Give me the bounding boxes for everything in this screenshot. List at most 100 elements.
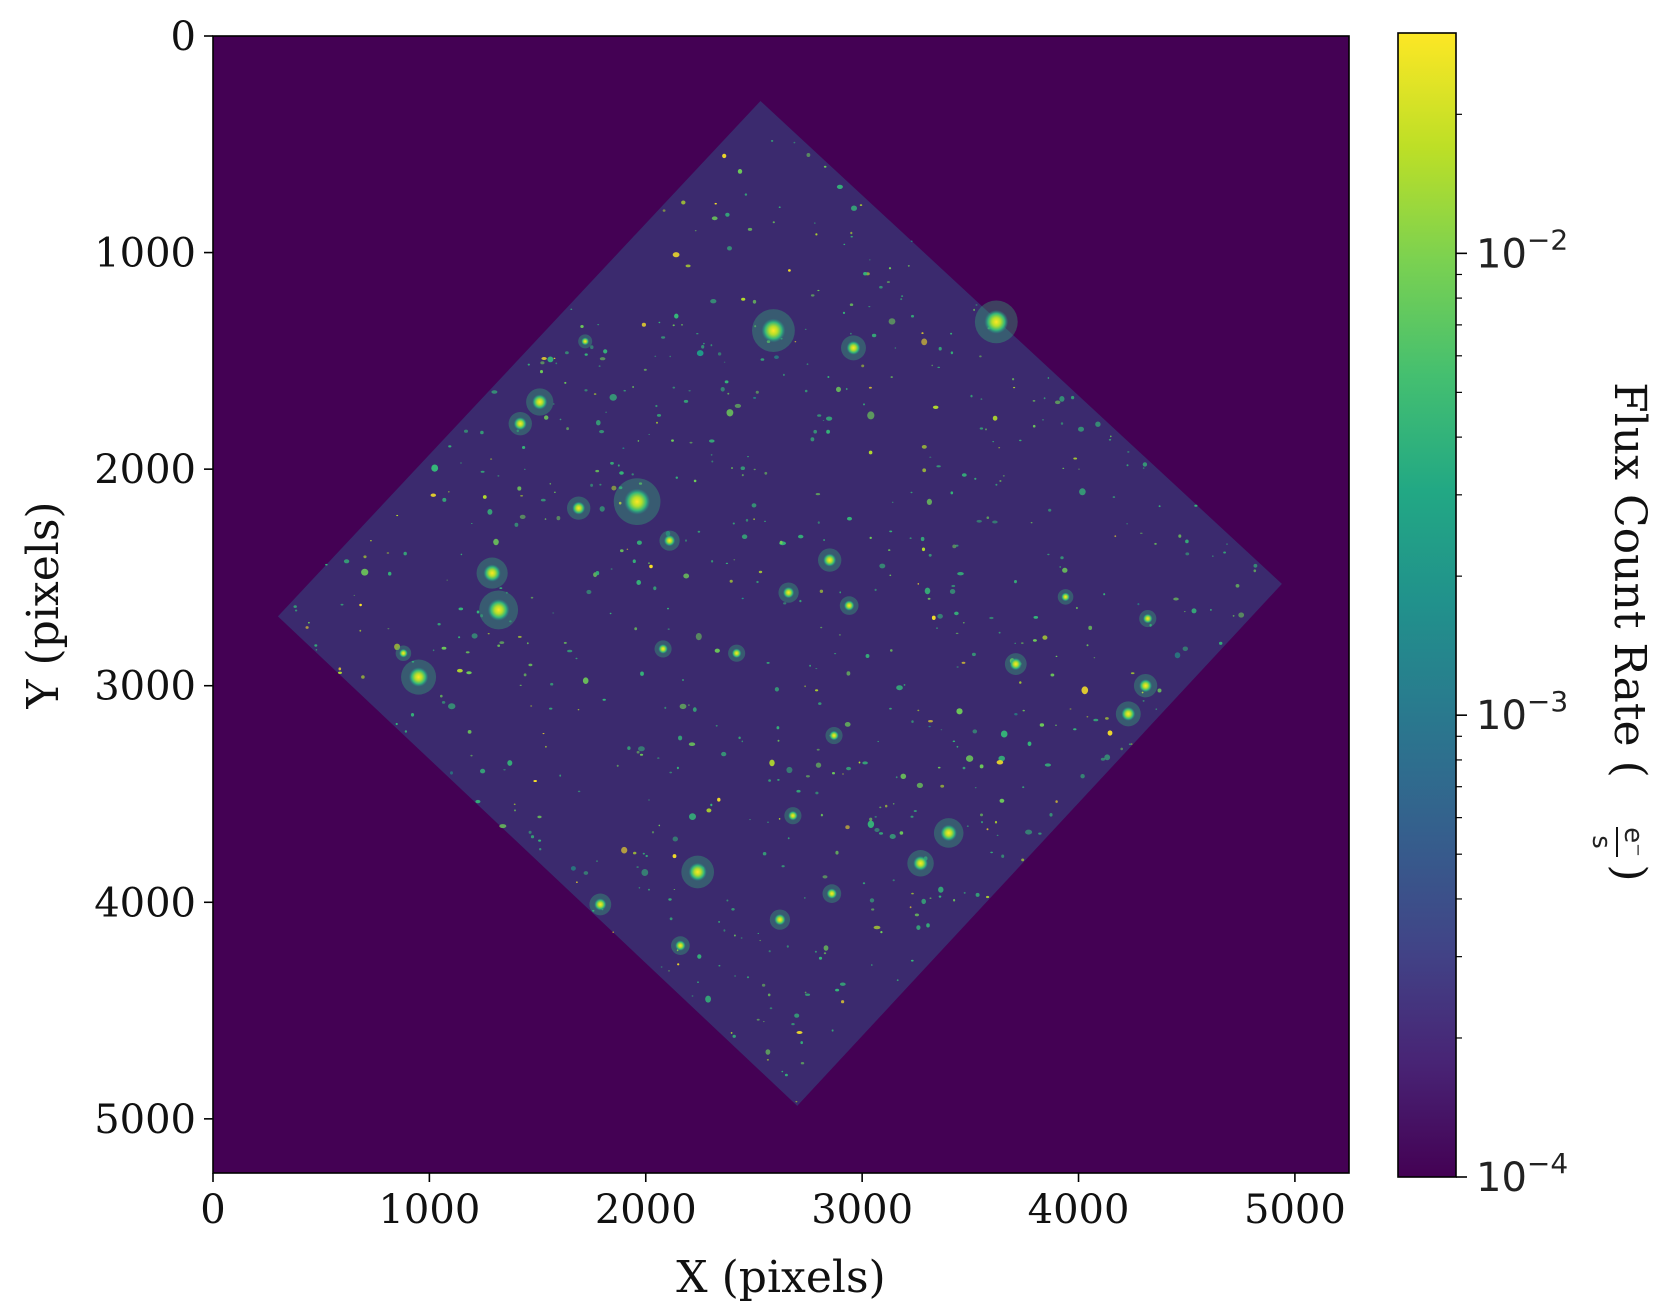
faint-source	[729, 579, 733, 583]
faint-source	[778, 818, 781, 820]
faint-source	[926, 498, 933, 505]
faint-source	[559, 774, 562, 777]
faint-source	[651, 831, 655, 834]
faint-source	[697, 530, 701, 533]
faint-source	[677, 963, 680, 966]
faint-source	[859, 204, 863, 207]
faint-source	[1022, 786, 1025, 789]
faint-source	[363, 555, 367, 559]
faint-source	[794, 341, 797, 343]
x-tick-label: 3000	[811, 1187, 913, 1233]
faint-source	[482, 495, 487, 499]
faint-source	[499, 824, 507, 829]
faint-source	[937, 366, 941, 369]
faint-source	[867, 411, 875, 420]
faint-source	[741, 740, 744, 743]
faint-source	[556, 516, 561, 521]
faint-source	[892, 803, 895, 805]
faint-source	[552, 612, 555, 614]
faint-source	[386, 552, 390, 554]
faint-source	[621, 846, 628, 854]
faint-source	[440, 694, 443, 698]
faint-source	[540, 498, 546, 502]
faint-source	[662, 209, 666, 212]
faint-source	[487, 633, 490, 635]
colorbar-label-close: )	[1604, 864, 1655, 881]
x-tick-label: 1000	[378, 1187, 480, 1233]
faint-source	[520, 495, 524, 497]
faint-source	[938, 895, 942, 898]
faint-source	[1002, 475, 1005, 477]
faint-source	[471, 633, 478, 639]
faint-source	[956, 708, 963, 715]
faint-source	[1020, 642, 1024, 644]
bright-source	[1057, 589, 1074, 605]
bright-source-core	[513, 417, 527, 431]
faint-source	[791, 1023, 795, 1026]
faint-source	[986, 828, 989, 831]
faint-source	[596, 420, 601, 426]
faint-source	[899, 831, 904, 835]
faint-source	[879, 563, 886, 569]
faint-source	[1014, 713, 1018, 716]
faint-source	[1044, 763, 1051, 767]
faint-source	[696, 350, 704, 357]
faint-source	[877, 740, 879, 743]
faint-source	[758, 570, 763, 574]
faint-source	[679, 703, 687, 710]
faint-source	[741, 534, 748, 539]
faint-source	[994, 820, 998, 824]
faint-source	[924, 587, 931, 595]
faint-source	[767, 993, 771, 997]
faint-source	[480, 768, 486, 774]
faint-source	[491, 390, 498, 394]
faint-source	[576, 881, 578, 883]
bright-source-core	[1061, 592, 1070, 602]
faint-source	[642, 852, 645, 855]
faint-source	[1042, 635, 1048, 640]
faint-source	[800, 1041, 803, 1045]
faint-source	[567, 649, 573, 653]
faint-source	[612, 931, 614, 933]
faint-source	[1042, 419, 1044, 421]
faint-source	[817, 289, 820, 292]
faint-source	[447, 491, 450, 493]
faint-source	[1185, 552, 1190, 556]
faint-source	[815, 233, 818, 236]
faint-source	[460, 462, 462, 464]
faint-source	[632, 386, 634, 388]
bright-source	[728, 644, 746, 662]
faint-source	[949, 589, 956, 594]
faint-source	[766, 662, 770, 664]
faint-source	[986, 895, 990, 899]
faint-source	[810, 437, 815, 442]
faint-source	[672, 386, 676, 389]
bright-source	[825, 726, 843, 745]
faint-source	[769, 759, 775, 767]
faint-source	[1178, 534, 1182, 538]
faint-source	[537, 815, 542, 819]
faint-source	[683, 399, 689, 403]
faint-source	[669, 355, 671, 358]
faint-source	[638, 886, 641, 889]
bright-source	[476, 557, 508, 589]
faint-source	[710, 344, 713, 347]
faint-source	[766, 821, 770, 823]
faint-source	[731, 467, 733, 469]
faint-source	[1032, 639, 1037, 642]
faint-source	[528, 830, 532, 834]
faint-source	[530, 835, 535, 839]
faint-source	[599, 357, 606, 361]
faint-source	[888, 549, 891, 551]
faint-source	[471, 523, 473, 524]
faint-source	[487, 509, 493, 515]
faint-source	[411, 661, 415, 663]
faint-source	[605, 411, 607, 413]
colorbar-ticks: 10−4 10−3 10−2	[1456, 113, 1568, 1201]
faint-source	[1059, 566, 1062, 568]
faint-source	[595, 469, 600, 473]
faint-source	[868, 450, 873, 455]
faint-source	[693, 479, 697, 483]
faint-source	[661, 336, 666, 339]
faint-source	[627, 746, 631, 750]
